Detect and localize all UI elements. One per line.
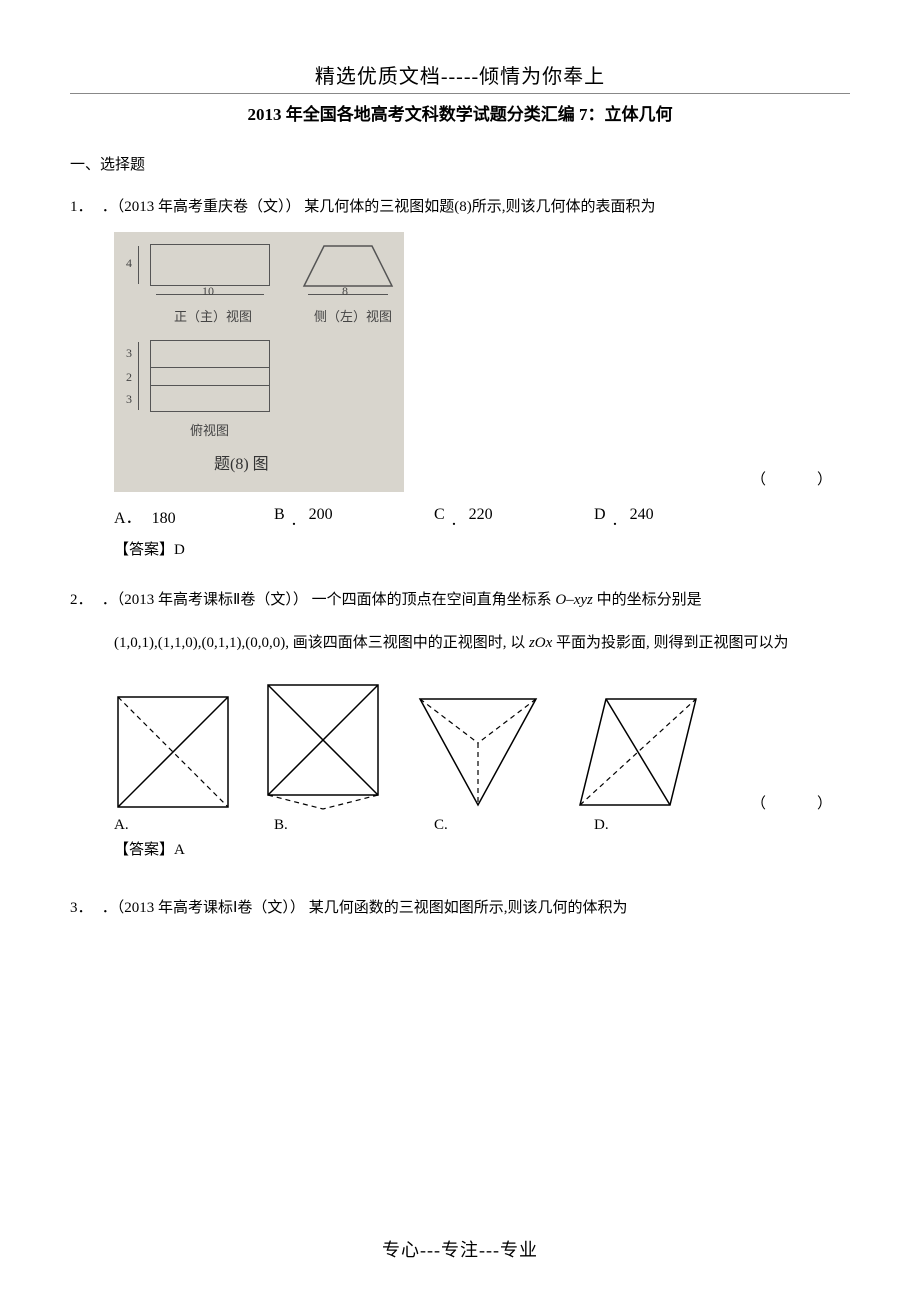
q1-source: ．（2013 年高考重庆卷（文））	[102, 199, 301, 215]
q2-source: ．（2013 年高考课标Ⅱ卷（文））	[102, 592, 308, 608]
q2-paren: （ ）	[751, 792, 850, 813]
q1-B-letter: B	[274, 506, 285, 523]
q2-label-C: C.	[434, 817, 594, 834]
three-view-diagram: 10 4 正（主）视图 8 侧（左）视图 3 2 3 俯视图	[114, 232, 404, 492]
q3-stem: 3． ．（2013 年高考课标Ⅰ卷（文）） 某几何函数的三视图如图所示,则该几何…	[70, 893, 850, 923]
page-footer: 专心---专注---专业	[0, 1236, 920, 1262]
q1-C-letter: C	[434, 506, 445, 523]
q2-diagram-D	[574, 693, 702, 811]
q1-figure: 10 4 正（主）视图 8 侧（左）视图 3 2 3 俯视图	[114, 232, 850, 492]
q2-stem: 2． ．（2013 年高考课标Ⅱ卷（文）） 一个四面体的顶点在空间直角坐标系 O…	[70, 585, 850, 615]
q2-choice-labels: A. B. C. D.	[114, 817, 850, 834]
q1-A-letter: A．	[114, 510, 142, 527]
top-view-box	[150, 340, 270, 412]
side-dim-arrow	[308, 294, 388, 295]
q1-stem: 1． ．（2013 年高考重庆卷（文）） 某几何体的三视图如题(8)所示,则该几…	[70, 192, 850, 222]
top-view-line1	[150, 367, 270, 368]
side-dim-8: 8	[342, 284, 348, 299]
q1-C-dot: ．	[451, 514, 465, 529]
q2-body: (1,0,1),(1,1,0),(0,1,1),(0,0,0), 画该四面体三视…	[114, 625, 850, 661]
q3-source: ．（2013 年高考课标Ⅰ卷（文））	[102, 900, 305, 916]
q1-D-value: 240	[630, 506, 654, 523]
front-view-label: 正（主）视图	[174, 306, 252, 325]
q1-B-dot: ．	[291, 514, 305, 529]
front-view-box	[150, 244, 270, 286]
front-dim-10: 10	[202, 284, 214, 299]
q2-diagram-A	[114, 693, 232, 811]
document-page: 精选优质文档-----倾情为你奉上 2013 年全国各地高考文科数学试题分类汇编…	[0, 0, 920, 1302]
q1-paren: （ ）	[751, 468, 850, 489]
q1-D-dot: ．	[612, 514, 626, 529]
question-3: 3． ．（2013 年高考课标Ⅰ卷（文）） 某几何函数的三视图如图所示,则该几何…	[70, 893, 850, 923]
q2-label-D: D.	[594, 817, 754, 834]
q2-number: 2．	[70, 585, 98, 615]
q2-label-B: B.	[274, 817, 434, 834]
q2-diagram-B	[264, 681, 382, 811]
q2-answer: 【答案】A	[114, 838, 850, 859]
side-view-label: 侧（左）视图	[314, 306, 392, 325]
q2-line2b: 平面为投影面, 则得到正视图可以为	[556, 635, 789, 651]
top-dim-3b: 3	[126, 392, 132, 407]
front-dim-4: 4	[126, 256, 132, 271]
q1-number: 1．	[70, 192, 98, 222]
q2-plane: zOx	[529, 635, 552, 651]
figure-caption: 题(8) 图	[214, 450, 269, 474]
q2-label-A: A.	[114, 817, 274, 834]
q1-choice-D: D ． 240	[594, 504, 754, 528]
page-title: 2013 年全国各地高考文科数学试题分类汇编 7：立体几何	[70, 100, 850, 125]
q1-D-letter: D	[594, 506, 606, 523]
q1-B-value: 200	[309, 506, 333, 523]
front-dim-arrow-v	[138, 246, 139, 284]
q1-choices: A． 180 B ． 200 C ． 220 D ． 240	[114, 504, 850, 528]
side-view-shape	[300, 242, 396, 298]
q1-choice-A: A． 180	[114, 504, 274, 528]
section-heading: 一、选择题	[70, 153, 850, 174]
top-view-line2	[150, 385, 270, 386]
q1-A-value: 180	[152, 510, 176, 527]
q2-text1: 一个四面体的顶点在空间直角坐标系	[312, 592, 556, 608]
q2-diagram-C	[414, 693, 542, 811]
q1-C-value: 220	[469, 506, 493, 523]
q2-diagrams	[114, 681, 850, 811]
q1-choice-B: B ． 200	[274, 504, 434, 528]
q2-frame: O–xyz	[555, 592, 593, 608]
q1-choice-C: C ． 220	[434, 504, 594, 528]
q3-number: 3．	[70, 893, 98, 923]
top-dim-2: 2	[126, 370, 132, 385]
top-dim-3a: 3	[126, 346, 132, 361]
q3-text: 某几何函数的三视图如图所示,则该几何的体积为	[309, 900, 628, 916]
q1-text: 某几何体的三视图如题(8)所示,则该几何体的表面积为	[304, 199, 655, 215]
top-dim-arrow-v	[138, 342, 139, 410]
q1-answer: 【答案】D	[114, 538, 850, 559]
q2-text2: 中的坐标分别是	[597, 592, 702, 608]
top-view-label: 俯视图	[190, 420, 229, 439]
header-subtitle: 精选优质文档-----倾情为你奉上	[70, 60, 850, 94]
q2-line2a: (1,0,1),(1,1,0),(0,1,1),(0,0,0), 画该四面体三视…	[114, 635, 529, 651]
question-2: 2． ．（2013 年高考课标Ⅱ卷（文）） 一个四面体的顶点在空间直角坐标系 O…	[70, 585, 850, 859]
question-1: 1． ．（2013 年高考重庆卷（文）） 某几何体的三视图如题(8)所示,则该几…	[70, 192, 850, 559]
